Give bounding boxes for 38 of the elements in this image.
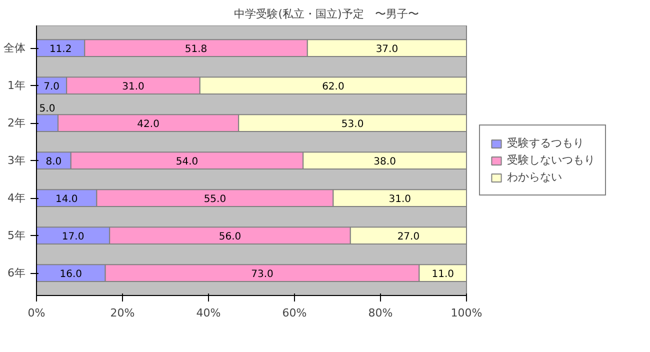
data-label: 62.0 [322,82,344,92]
x-tick-label: 60% [282,306,307,320]
x-tick-label: 0% [28,306,46,320]
data-label: 11.2 [49,44,72,55]
data-label: 7.0 [44,82,60,92]
data-label: 73.0 [251,269,274,280]
x-tick-label: 100% [450,306,482,320]
data-label: 31.0 [388,194,411,205]
y-tick-label: 4年 [8,192,26,204]
data-label: 53.0 [341,119,364,130]
y-tick-label: 3年 [8,154,26,167]
y-tick-label: 6年 [8,266,26,280]
legend-label: 受験しないつもり [507,152,595,168]
y-tick-label: 1年 [8,79,26,92]
data-label: 5.0 [39,103,56,114]
legend-label: 受験するつもり [507,136,584,150]
legend-label: わからない [507,170,562,184]
y-tick-label: 全体 [4,42,26,54]
chart-title: 中学受験(私立・国立)予定 〜男子〜 [234,8,419,20]
data-label: 27.0 [397,232,420,242]
x-tick-label: 40% [196,306,221,320]
data-label: 42.0 [137,119,160,130]
data-label: 56.0 [218,232,242,242]
data-label: 31.0 [122,82,144,92]
data-label: 16.0 [60,269,82,280]
data-label: 54.0 [176,156,198,168]
data-label: 38.0 [374,156,396,168]
data-label: 51.8 [184,44,208,55]
y-tick-label: 2年 [8,116,26,130]
x-tick-label: 20% [110,306,135,320]
data-label: 8.0 [46,156,62,168]
data-label: 55.0 [204,194,226,205]
y-tick-label: 5年 [8,229,26,242]
data-label: 14.0 [55,194,78,205]
data-label: 37.0 [376,44,398,55]
data-label: 17.0 [62,232,84,242]
x-tick-label: 80% [368,306,393,320]
data-label: 11.0 [432,269,454,280]
